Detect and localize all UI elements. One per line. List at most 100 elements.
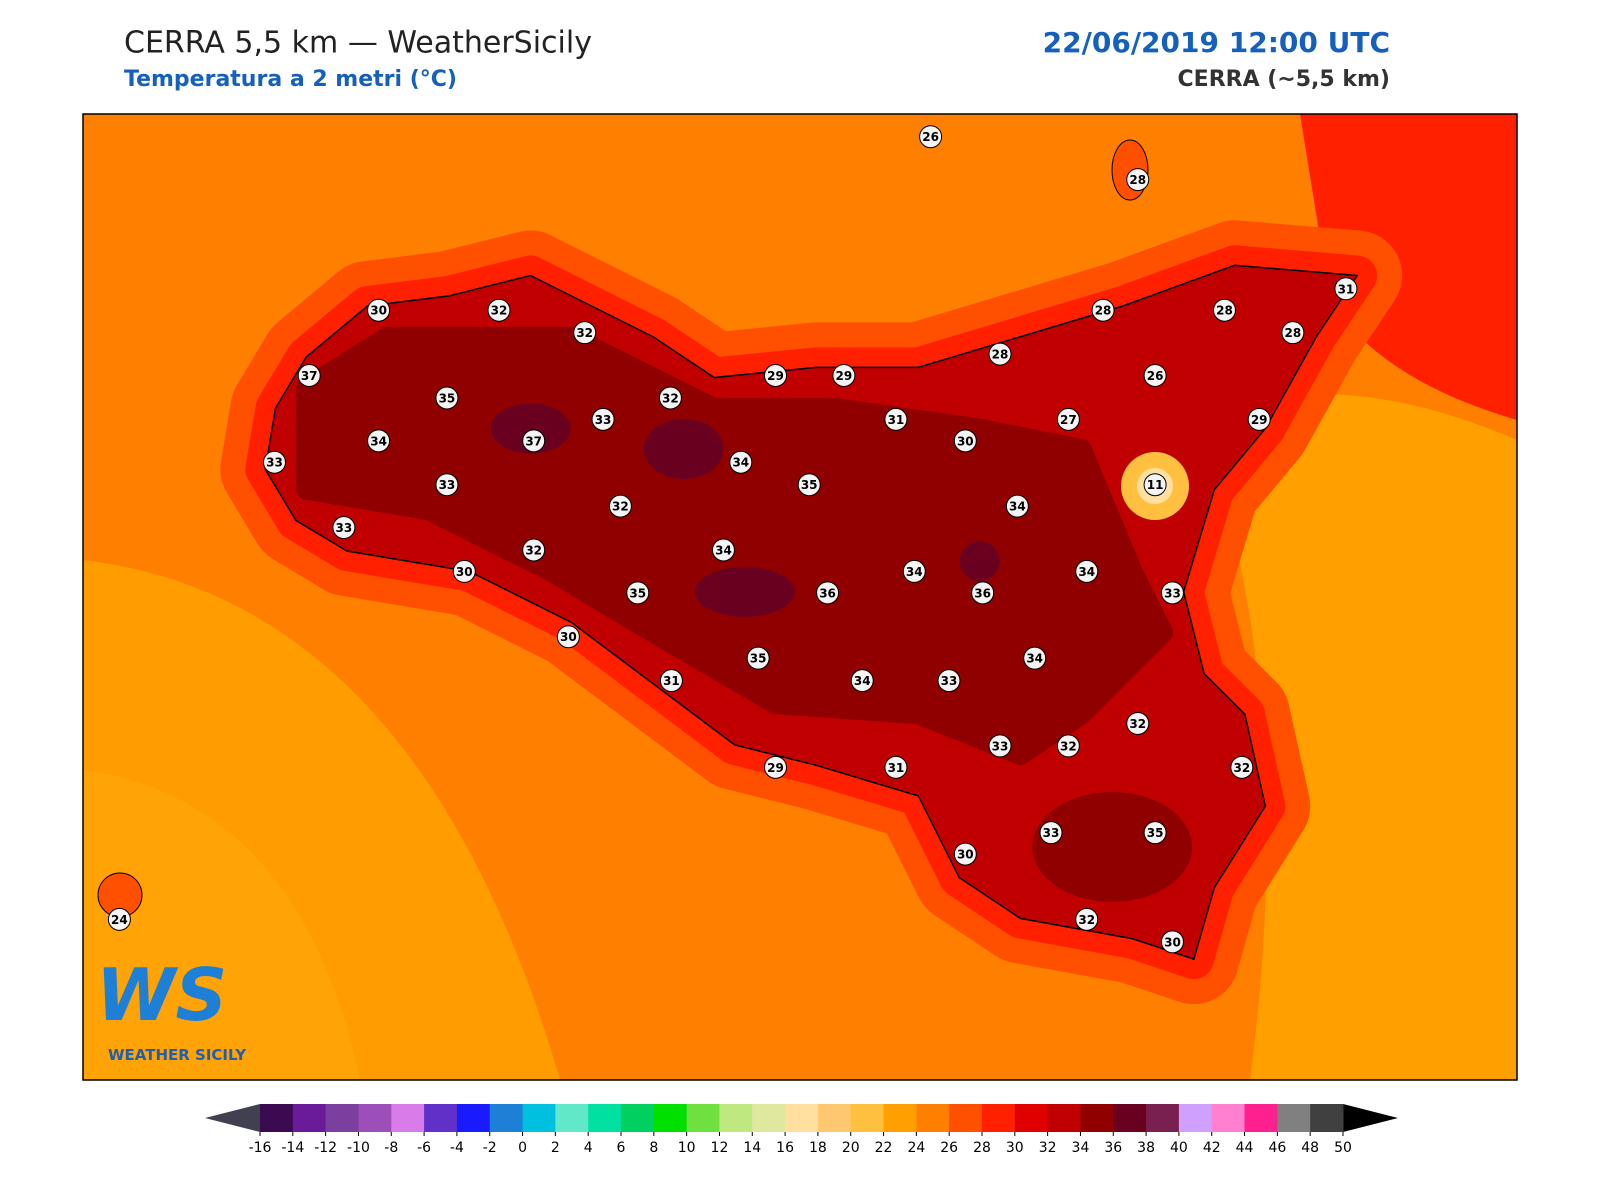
model: CERRA (~5,5 km) [1178,67,1390,92]
station-value: 36 [819,586,836,600]
station-value: 34 [732,456,749,470]
station-value: 35 [439,391,456,405]
station-value: 26 [1147,369,1164,383]
station-value: 29 [1251,413,1268,427]
station-marker [452,559,476,583]
hottest-zone [643,418,724,479]
station-value: 30 [456,565,473,579]
logo-mark: WS [96,953,227,1037]
colorbar-swatch [850,1104,885,1132]
station-value: 34 [370,434,387,448]
cool-area [1200,394,1517,1080]
station-value: 33 [1043,826,1060,840]
colorbar-tick-label: 34 [1072,1140,1090,1156]
colorbar-swatch [489,1104,524,1132]
colorbar-swatch [1080,1104,1114,1132]
station-value: 34 [854,674,871,688]
station-marker [367,429,391,453]
station-value: 35 [801,478,818,492]
colorbar-under [205,1104,260,1132]
colorbar-tick-label: 2 [551,1140,560,1156]
station-marker [1091,298,1115,322]
station-value: 34 [715,544,732,558]
station-marker [850,669,874,693]
station-value: 28 [1285,326,1302,340]
colorbar-swatch [1310,1104,1344,1132]
station-value: 34 [1078,565,1095,579]
station-value: 33 [992,739,1009,753]
colorbar-tick-label: 42 [1203,1140,1221,1156]
station-marker [953,842,977,866]
station-value: 32 [491,304,508,318]
colorbar-swatch [391,1104,425,1132]
colorbar-swatch [719,1104,753,1132]
colorbar-tick-label: -12 [314,1140,337,1156]
station-value: 26 [922,130,939,144]
cool-area [83,560,560,1080]
colorbar-tick-label: -8 [384,1140,398,1156]
station-marker [297,364,321,388]
colorbar-tick-label: 18 [809,1140,827,1156]
colorbar-swatch [292,1104,327,1132]
colorbar-swatch [1047,1104,1081,1132]
logo: WS WEATHER SICILY [96,953,247,1064]
station-value: 29 [836,369,853,383]
station-value: 28 [1095,304,1112,318]
station-marker [1056,734,1080,758]
station-marker [1160,930,1184,954]
colorbar-tick-label: 40 [1170,1140,1188,1156]
station-value: 32 [1233,761,1250,775]
colorbar-tick-label: 22 [875,1140,893,1156]
station-marker [1230,755,1254,779]
station-marker [1281,321,1305,345]
station-marker [988,342,1012,366]
colorbar-tick-label: 32 [1039,1140,1057,1156]
station-value: 32 [612,500,629,514]
station-value: 32 [1078,913,1095,927]
colorbar-tick-label: 44 [1236,1140,1254,1156]
colorbar-tick-label: 14 [743,1140,761,1156]
station-marker [658,386,682,410]
colorbar-tick-label: 4 [584,1140,593,1156]
map: 26 28 30 32 32 28 28 31 28 37 29 29 28 26 35 32 33 31 27 29… [83,114,1517,1080]
colorbar-swatch [686,1104,720,1132]
station-marker [711,538,735,562]
colorbar-tick-label: -16 [249,1140,272,1156]
colorbar-tick-label: 16 [776,1140,794,1156]
station-value: 29 [767,369,784,383]
station-marker [937,669,961,693]
station-marker [435,386,459,410]
station-value: 32 [576,326,593,340]
colorbar-tick-label: 10 [678,1140,696,1156]
colorbar-swatch [1146,1104,1180,1132]
logo-text: WEATHER SICILY [108,1046,247,1064]
colorbar-swatch [325,1104,359,1132]
map-frame [82,113,1518,1081]
station-marker [953,429,977,453]
station-value: 30 [560,630,577,644]
station-marker [884,407,908,431]
colorbar-swatch [588,1104,622,1132]
colorbar-tick-label: 36 [1104,1140,1122,1156]
station-marker [884,755,908,779]
colorbar-tick-label: -4 [450,1140,464,1156]
station-value: 30 [957,848,974,862]
colorbar-tick-label: -14 [281,1140,304,1156]
station-value: 34 [1009,500,1026,514]
station-marker [1143,364,1167,388]
station-value: 35 [629,586,646,600]
station-marker [367,298,391,322]
station-value: 33 [266,456,283,470]
station-marker [1143,821,1167,845]
colorbar-swatch [621,1104,655,1132]
station-marker [1160,581,1184,605]
colorbar-tick-label: 38 [1137,1140,1155,1156]
colorbar-swatch [1014,1104,1049,1132]
colorbar-swatch [752,1104,786,1132]
station-marker [487,298,511,322]
colorbar-swatch [1277,1104,1311,1132]
station-marker [1247,407,1271,431]
station-value: 31 [1338,282,1355,296]
colorbar-swatch [1113,1104,1147,1132]
station-value: 11 [1147,478,1164,492]
